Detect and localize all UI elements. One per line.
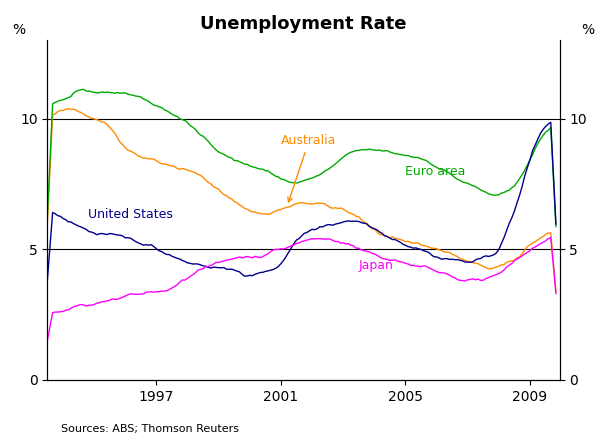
Text: %: % — [581, 23, 594, 37]
Text: %: % — [13, 23, 26, 37]
Title: Unemployment Rate: Unemployment Rate — [200, 15, 407, 33]
Text: United States: United States — [88, 208, 173, 221]
Text: Australia: Australia — [281, 134, 337, 202]
Text: Sources: ABS; Thomson Reuters: Sources: ABS; Thomson Reuters — [61, 424, 239, 434]
Text: Japan: Japan — [359, 259, 393, 272]
Text: Euro area: Euro area — [405, 165, 466, 178]
